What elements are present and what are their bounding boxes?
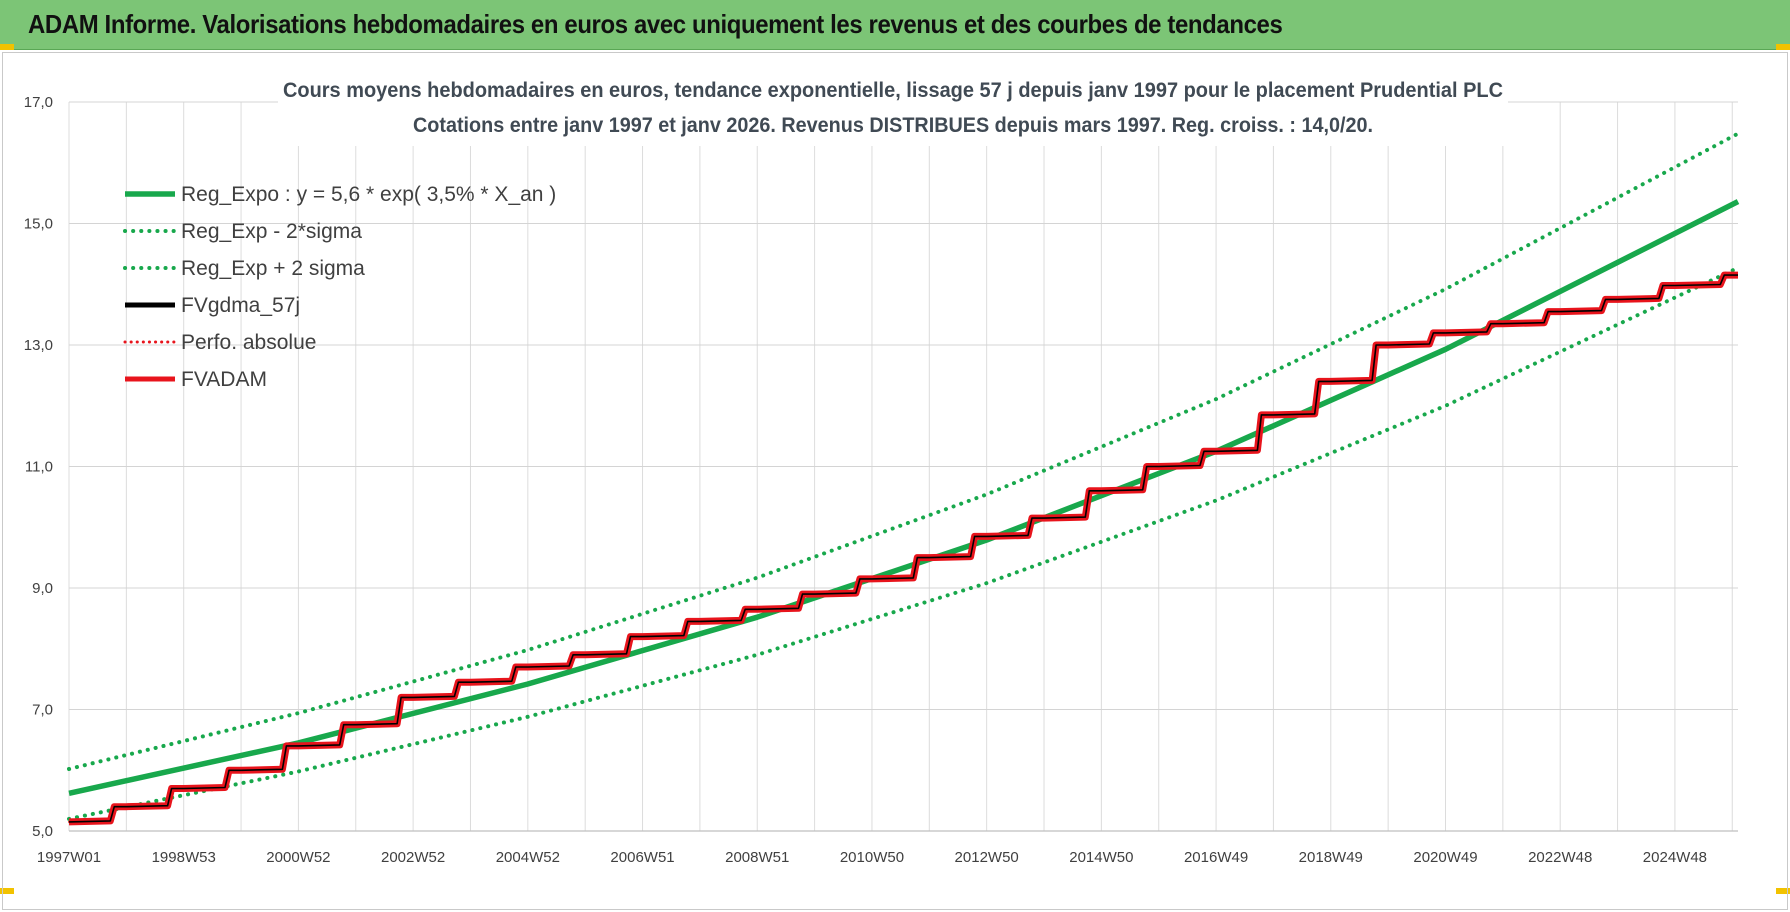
chart-frame [2, 52, 1788, 910]
x-tick-label: 1997W01 [37, 849, 101, 866]
y-tick-label: 9,0 [32, 580, 53, 597]
x-tick-label: 2022W48 [1528, 849, 1592, 866]
legend-label: Reg_Exp + 2 sigma [181, 257, 365, 280]
corner-marker-bottom-right [1776, 888, 1790, 894]
corner-marker-bottom-left [0, 888, 14, 894]
corner-marker-top-right [1776, 44, 1790, 50]
chart-title-backdrop [278, 70, 1508, 146]
header-banner: ADAM Informe. Valorisations hebdomadaire… [0, 0, 1790, 50]
x-tick-label: 2012W50 [955, 849, 1019, 866]
legend-label: FVgdma_57j [181, 294, 300, 317]
series-reg-expo [68, 199, 1740, 796]
x-tick-label: 2020W49 [1413, 849, 1477, 866]
series-reg-exp-minus-2sigma [67, 265, 1740, 821]
legend-label: Reg_Exp - 2*sigma [181, 220, 362, 243]
chart-subtitle: Cotations entre janv 1997 et janv 2026. … [413, 114, 1373, 137]
x-tick-label: 2016W49 [1184, 849, 1248, 866]
y-tick-label: 15,0 [24, 216, 53, 233]
page-title: ADAM Informe. Valorisations hebdomadaire… [28, 9, 1283, 39]
x-tick-label: 2006W51 [610, 849, 674, 866]
y-tick-label: 7,0 [32, 702, 53, 719]
x-tick-label: 2014W50 [1069, 849, 1133, 866]
legend-label: Perfo. absolue [181, 331, 316, 354]
legend-label: FVADAM [181, 368, 267, 391]
y-tick-label: 11,0 [25, 459, 53, 476]
x-axis-ticks: 1997W01 1998W53 2000W52 2002W52 2004W52 2006W… [37, 849, 1707, 866]
chart-grid [68, 101, 1738, 832]
corner-marker-top-left [0, 44, 14, 50]
chart-series [67, 131, 1740, 826]
y-tick-label: 5,0 [32, 823, 53, 840]
y-axis-ticks: 5,0 7,0 9,0 11,0 13,0 15,0 17,0 [24, 94, 53, 840]
x-tick-label: 2024W48 [1643, 849, 1707, 866]
x-tick-label: 2000W52 [266, 849, 330, 866]
chart-legend: Reg_Expo : y = 5,6 * exp( 3,5% * X_an ) R… [123, 183, 556, 391]
series-reg-exp-plus-2sigma [67, 131, 1740, 771]
y-tick-label: 17,0 [24, 94, 53, 111]
x-tick-label: 2002W52 [381, 849, 445, 866]
y-tick-label: 13,0 [24, 337, 53, 354]
legend-label: Reg_Expo : y = 5,6 * exp( 3,5% * X_an ) [181, 183, 556, 206]
x-tick-label: 2008W51 [725, 849, 789, 866]
x-tick-label: 2018W49 [1299, 849, 1363, 866]
chart-title: Cours moyens hebdomadaires en euros, ten… [283, 79, 1503, 102]
x-tick-label: 1998W53 [152, 849, 216, 866]
x-tick-label: 2010W50 [840, 849, 904, 866]
x-tick-label: 2004W52 [496, 849, 560, 866]
series-fvgdma-57j [68, 274, 1738, 823]
